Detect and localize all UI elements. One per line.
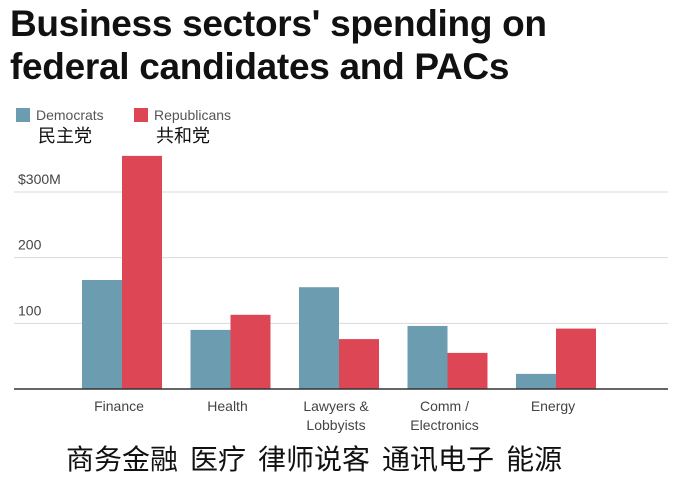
y-tick-label: $300M (18, 171, 61, 187)
legend-cn-democrats: 民主党 (38, 126, 92, 146)
cn-label-health: 医疗 (190, 444, 247, 475)
legend-item-democrats: Democrats 民主党 (16, 106, 104, 148)
bar-democrats (407, 325, 448, 389)
legend-swatch-republicans (134, 108, 148, 122)
y-tick-label: 200 (18, 237, 42, 253)
y-tick-label: 100 (18, 302, 42, 318)
bar-democrats (190, 329, 231, 389)
legend-cn-republicans: 共和党 (156, 126, 210, 146)
x-tick-label: Finance (94, 398, 144, 414)
bar-republicans (122, 155, 162, 389)
legend-swatch-democrats (16, 108, 30, 122)
x-tick-label: Comm / (420, 398, 469, 414)
chart-title-line1: Business sectors' spending on (10, 3, 547, 44)
bar-republicans (447, 352, 488, 389)
bar-democrats (299, 287, 339, 389)
legend-item-republicans: Republicans 共和党 (134, 106, 231, 148)
chart-title: Business sectors' spending on federal ca… (10, 2, 547, 88)
x-tick-label: Health (207, 398, 247, 414)
cn-label-energy: 能源 (506, 444, 563, 475)
bar-republicans (339, 339, 379, 389)
cn-label-finance: 商务金融 (66, 444, 179, 475)
bar-republicans (556, 328, 596, 389)
x-tick-label: Lawyers & (303, 398, 369, 414)
bar-republicans (230, 314, 271, 389)
cn-label-comm: 通讯电子 (382, 444, 495, 475)
chinese-category-row: 商务金融 医疗 律师说客 通讯电子 能源 (66, 438, 574, 478)
legend-label-republicans: Republicans (154, 107, 232, 123)
cn-label-lawyers: 律师说客 (258, 444, 371, 475)
chart-title-line2: federal candidates and PACs (10, 46, 510, 87)
bar-democrats (516, 373, 556, 389)
x-tick-label: Lobbyists (306, 417, 365, 433)
x-tick-label: Electronics (410, 417, 478, 433)
x-tick-label: Energy (531, 398, 575, 414)
legend-label-democrats: Democrats (36, 107, 104, 123)
bar-democrats (82, 279, 122, 389)
